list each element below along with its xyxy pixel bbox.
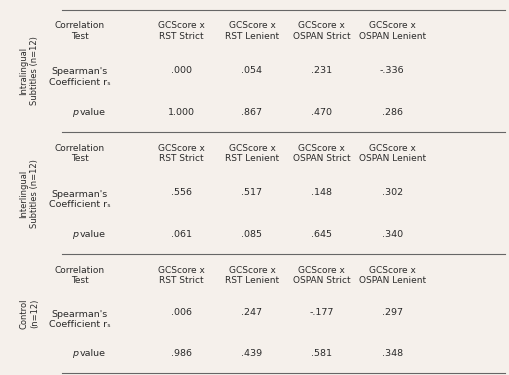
Text: Intralingual
Subtitles (n=12): Intralingual Subtitles (n=12) <box>19 36 39 105</box>
Text: .247: .247 <box>241 308 263 317</box>
Text: .470: .470 <box>311 108 332 117</box>
Text: .517: .517 <box>241 188 263 197</box>
Text: Control
(n=12): Control (n=12) <box>19 298 39 329</box>
Text: Spearman's
Coefficient rₛ: Spearman's Coefficient rₛ <box>49 68 110 87</box>
Text: Correlation
Test: Correlation Test <box>55 266 105 285</box>
Text: -.336: -.336 <box>380 66 405 75</box>
Text: .297: .297 <box>382 308 403 317</box>
Text: .000: .000 <box>171 66 191 75</box>
Text: GCScore x
OSPAN Strict: GCScore x OSPAN Strict <box>293 266 350 285</box>
Text: .439: .439 <box>241 349 263 358</box>
Text: Interlingual
Subtitles (n=12): Interlingual Subtitles (n=12) <box>19 159 39 228</box>
Text: GCScore x
OSPAN Lenient: GCScore x OSPAN Lenient <box>359 21 426 41</box>
Text: .556: .556 <box>171 188 191 197</box>
Text: .054: .054 <box>241 66 263 75</box>
Text: .645: .645 <box>311 230 332 239</box>
Text: .286: .286 <box>382 108 403 117</box>
Text: GCScore x
RST Lenient: GCScore x RST Lenient <box>225 266 279 285</box>
Text: GCScore x
RST Lenient: GCScore x RST Lenient <box>225 144 279 164</box>
Text: .006: .006 <box>171 308 191 317</box>
Text: .986: .986 <box>171 349 191 358</box>
Text: GCScore x
RST Lenient: GCScore x RST Lenient <box>225 21 279 41</box>
Text: GCScore x
OSPAN Strict: GCScore x OSPAN Strict <box>293 144 350 164</box>
Text: value: value <box>79 349 105 358</box>
Text: p: p <box>72 349 78 358</box>
Text: GCScore x
OSPAN Strict: GCScore x OSPAN Strict <box>293 21 350 41</box>
Text: GCScore x
RST Strict: GCScore x RST Strict <box>158 144 205 164</box>
Text: 1.000: 1.000 <box>167 108 194 117</box>
Text: -.177: -.177 <box>309 308 333 317</box>
Text: .867: .867 <box>241 108 263 117</box>
Text: p: p <box>72 230 78 239</box>
Text: .231: .231 <box>311 66 332 75</box>
Text: GCScore x
RST Strict: GCScore x RST Strict <box>158 21 205 41</box>
Text: p: p <box>72 108 78 117</box>
Text: Spearman's
Coefficient rₛ: Spearman's Coefficient rₛ <box>49 310 110 329</box>
Text: value: value <box>79 108 105 117</box>
Text: .340: .340 <box>382 230 403 239</box>
Text: .348: .348 <box>382 349 403 358</box>
Text: GCScore x
OSPAN Lenient: GCScore x OSPAN Lenient <box>359 144 426 164</box>
Text: GCScore x
OSPAN Lenient: GCScore x OSPAN Lenient <box>359 266 426 285</box>
Text: Correlation
Test: Correlation Test <box>55 21 105 41</box>
Text: .581: .581 <box>311 349 332 358</box>
Text: .302: .302 <box>382 188 403 197</box>
Text: .148: .148 <box>311 188 332 197</box>
Text: GCScore x
RST Strict: GCScore x RST Strict <box>158 266 205 285</box>
Text: .061: .061 <box>171 230 191 239</box>
Text: value: value <box>79 230 105 239</box>
Text: Correlation
Test: Correlation Test <box>55 144 105 164</box>
Text: .085: .085 <box>241 230 263 239</box>
Text: Spearman's
Coefficient rₛ: Spearman's Coefficient rₛ <box>49 190 110 209</box>
